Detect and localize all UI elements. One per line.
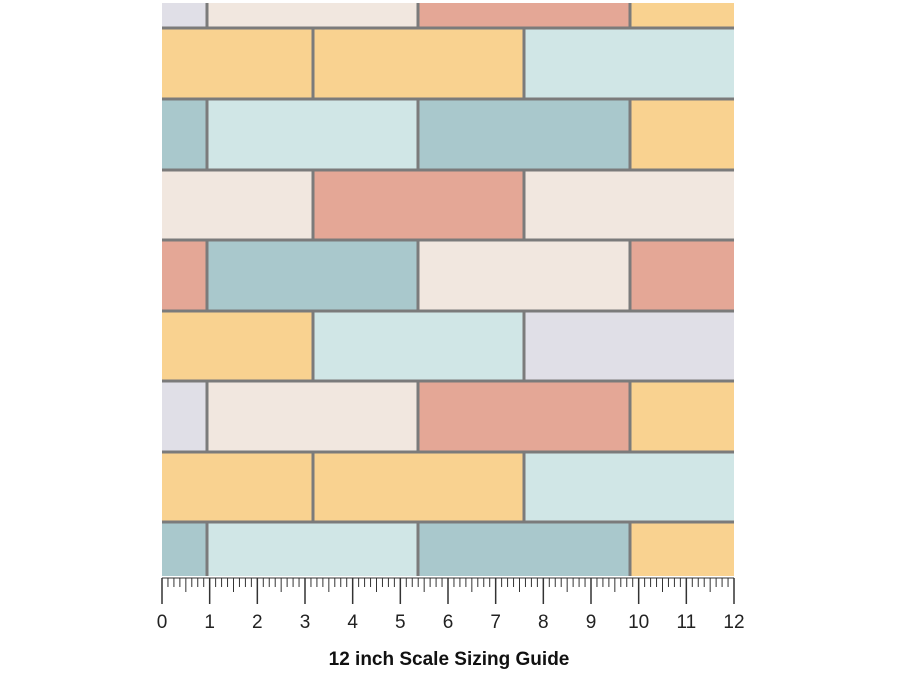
brick bbox=[208, 382, 417, 451]
ruler-label: 2 bbox=[252, 612, 263, 633]
brick bbox=[162, 29, 312, 98]
ruler-label: 8 bbox=[538, 612, 549, 633]
ruler-label: 5 bbox=[395, 612, 406, 633]
brick bbox=[162, 312, 312, 380]
brick bbox=[419, 100, 629, 169]
brick bbox=[208, 3, 417, 27]
brick bbox=[525, 453, 734, 521]
brick bbox=[525, 171, 734, 239]
brick bbox=[419, 3, 629, 27]
ruler-label: 3 bbox=[300, 612, 311, 633]
brick bbox=[631, 241, 734, 310]
brick bbox=[419, 382, 629, 451]
brick bbox=[314, 453, 523, 521]
brick bbox=[162, 241, 206, 310]
ruler-label: 7 bbox=[490, 612, 501, 633]
ruler: 0 1 2 3 4 5 6 7 8 9 10 11 12 bbox=[157, 577, 745, 633]
brick bbox=[208, 241, 417, 310]
ruler-label: 9 bbox=[586, 612, 597, 633]
brick bbox=[208, 100, 417, 169]
ruler-label: 0 bbox=[157, 612, 168, 633]
ruler-label: 6 bbox=[443, 612, 454, 633]
brick bbox=[314, 171, 523, 239]
brick bbox=[525, 312, 734, 380]
brick bbox=[419, 241, 629, 310]
ruler-label: 12 bbox=[723, 612, 744, 633]
brick bbox=[631, 523, 734, 576]
caption: 12 inch Scale Sizing Guide bbox=[329, 649, 570, 670]
brick bbox=[631, 382, 734, 451]
brick bbox=[162, 453, 312, 521]
brick bbox=[162, 100, 206, 169]
brick bbox=[631, 100, 734, 169]
ruler-label: 4 bbox=[347, 612, 358, 633]
brick bbox=[314, 312, 523, 380]
brick bbox=[162, 382, 206, 451]
brick-pattern bbox=[162, 3, 734, 576]
brick bbox=[419, 523, 629, 576]
brick bbox=[162, 171, 312, 239]
brick bbox=[314, 29, 523, 98]
brick bbox=[162, 523, 206, 576]
brick bbox=[525, 29, 734, 98]
ruler-label: 11 bbox=[676, 612, 696, 633]
brick bbox=[208, 523, 417, 576]
ruler-label: 10 bbox=[628, 612, 649, 633]
ruler-label: 1 bbox=[204, 612, 215, 633]
brick bbox=[631, 3, 734, 27]
brick bbox=[162, 3, 206, 27]
